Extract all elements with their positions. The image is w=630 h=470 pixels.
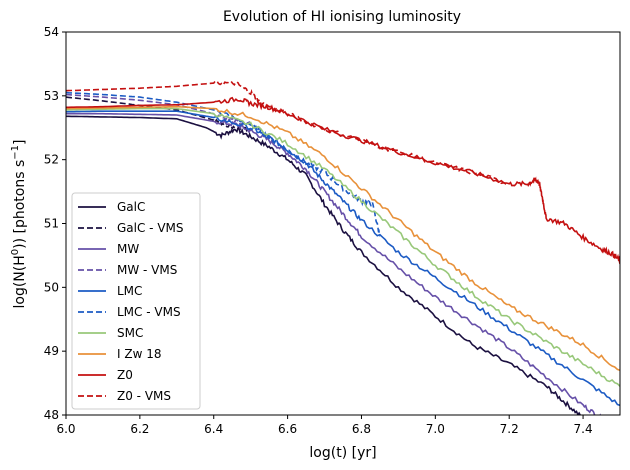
y-tick-label: 52 bbox=[44, 153, 59, 167]
legend-label: GalC - VMS bbox=[117, 221, 184, 235]
y-axis-label: log(N(H0)) [photons s−1] bbox=[10, 140, 28, 309]
x-tick-label: 6.6 bbox=[278, 422, 297, 436]
series-line-z0 bbox=[66, 96, 620, 265]
x-axis-label: log(t) [yr] bbox=[309, 445, 376, 461]
legend-label: LMC bbox=[117, 284, 142, 298]
series-line-i-zw-18 bbox=[66, 105, 620, 372]
legend-label: MW bbox=[117, 242, 139, 256]
x-tick-label: 6.2 bbox=[130, 422, 149, 436]
x-tick-label: 7.4 bbox=[574, 422, 593, 436]
legend-label: Z0 - VMS bbox=[117, 389, 171, 403]
legend-label: GalC bbox=[117, 200, 145, 214]
series-line-z0-vms bbox=[66, 80, 510, 186]
x-tick-label: 7.0 bbox=[426, 422, 445, 436]
legend: GalC GalC - VMS MW MW - VMS LMC LMC - VMS SMC I… bbox=[71, 192, 201, 410]
legend-label: I Zw 18 bbox=[117, 347, 161, 361]
chart-title: Evolution of HI ionising luminosity bbox=[223, 9, 461, 25]
legend-label: LMC - VMS bbox=[117, 305, 181, 319]
y-tick-label: 51 bbox=[44, 217, 59, 231]
y-tick-label: 50 bbox=[44, 280, 59, 294]
series-line-galc bbox=[66, 115, 582, 415]
legend-label: MW - VMS bbox=[117, 263, 177, 277]
legend-label: Z0 bbox=[117, 368, 133, 382]
y-tick-label: 54 bbox=[44, 25, 59, 39]
y-tick-label: 53 bbox=[44, 89, 59, 103]
series-line-smc bbox=[66, 107, 620, 387]
x-tick-label: 6.4 bbox=[204, 422, 223, 436]
series-line-mw bbox=[66, 112, 602, 415]
x-tick-label: 6.8 bbox=[352, 422, 371, 436]
legend-label: SMC bbox=[117, 326, 143, 340]
series-line-lmc-vms bbox=[66, 91, 381, 237]
y-tick-label: 49 bbox=[44, 344, 59, 358]
legend-box bbox=[71, 192, 201, 410]
x-tick-label: 6.0 bbox=[56, 422, 75, 436]
series-line-lmc bbox=[66, 110, 620, 407]
x-tick-label: 7.2 bbox=[500, 422, 519, 436]
series-line-galc-vms bbox=[66, 96, 252, 133]
y-tick-label: 48 bbox=[44, 408, 59, 422]
